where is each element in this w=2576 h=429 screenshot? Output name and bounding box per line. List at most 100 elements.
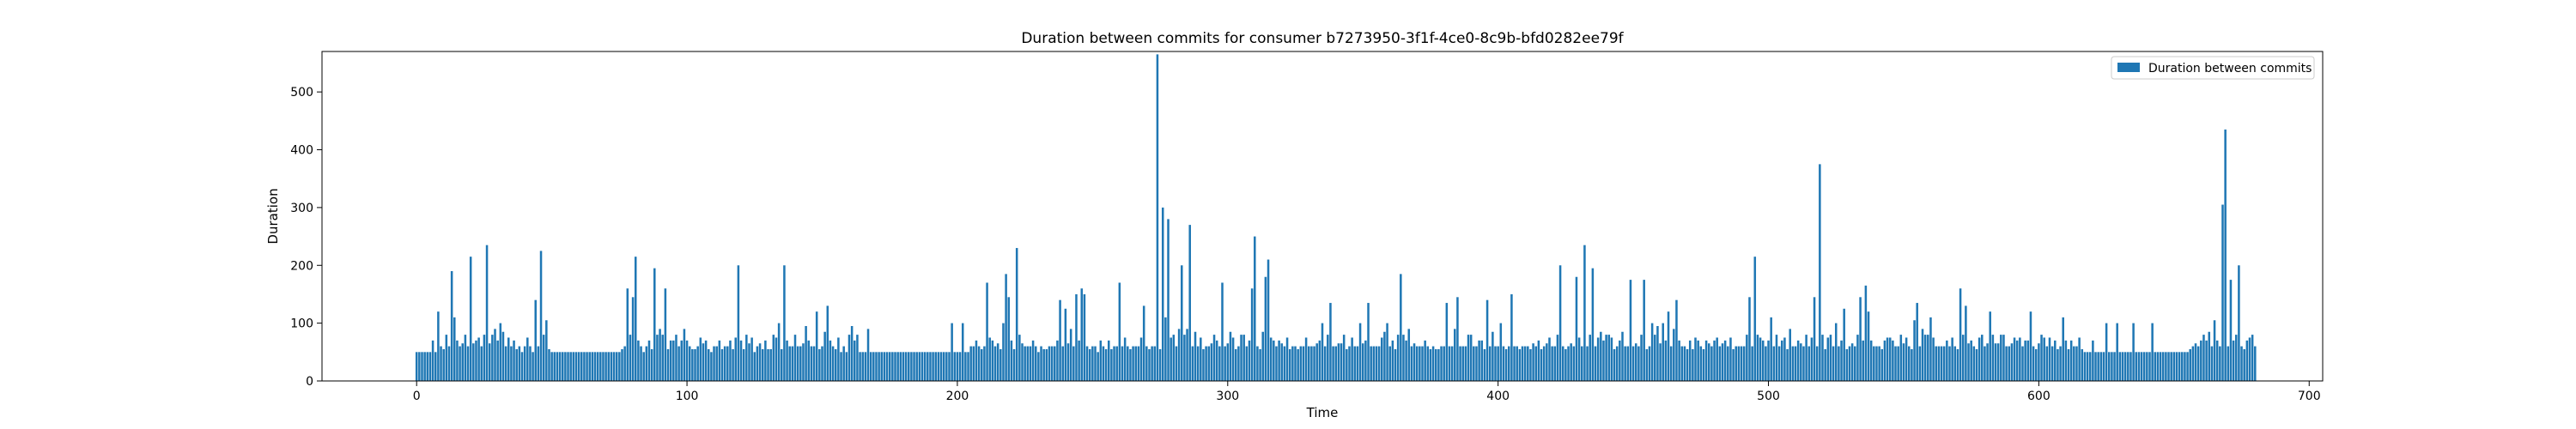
bar bbox=[1088, 348, 1091, 381]
bar bbox=[1485, 299, 1489, 381]
bar bbox=[2184, 352, 2186, 381]
bar bbox=[1483, 348, 1486, 381]
bar bbox=[596, 352, 599, 381]
bar bbox=[1388, 346, 1391, 381]
bar bbox=[1499, 323, 1503, 381]
bar bbox=[1200, 337, 1202, 381]
bar bbox=[523, 346, 526, 381]
bar bbox=[772, 335, 775, 381]
bar bbox=[1461, 346, 1464, 381]
bar bbox=[783, 265, 786, 381]
bar bbox=[453, 317, 456, 381]
bar bbox=[1972, 346, 1976, 381]
bar bbox=[2181, 352, 2184, 381]
bar bbox=[1886, 337, 1889, 381]
bar bbox=[1991, 335, 1995, 381]
bar bbox=[1702, 348, 1705, 381]
bar bbox=[1085, 346, 1089, 381]
bar bbox=[593, 352, 597, 381]
bar bbox=[421, 352, 423, 381]
bar bbox=[1259, 348, 1261, 381]
legend: Duration between commits bbox=[2111, 56, 2315, 80]
bar bbox=[637, 340, 640, 381]
bar bbox=[1450, 346, 1454, 381]
bar bbox=[2032, 346, 2035, 381]
bar bbox=[1473, 346, 1475, 381]
y-tick-label: 200 bbox=[290, 259, 313, 273]
bar bbox=[650, 348, 653, 381]
bar bbox=[1275, 346, 1278, 381]
bar bbox=[1488, 346, 1492, 381]
bar bbox=[1558, 265, 1562, 381]
bar bbox=[1675, 299, 1678, 381]
bar bbox=[1888, 337, 1892, 381]
bar bbox=[1875, 346, 1878, 381]
bar bbox=[450, 271, 453, 381]
bar bbox=[2127, 352, 2129, 381]
bar bbox=[2067, 348, 2070, 381]
bar bbox=[864, 352, 867, 381]
bar bbox=[1867, 311, 1870, 381]
bar bbox=[488, 343, 491, 381]
bar bbox=[988, 337, 991, 381]
bar bbox=[1050, 346, 1054, 381]
bar bbox=[2021, 346, 2024, 381]
bar bbox=[753, 352, 756, 381]
bar bbox=[1170, 337, 1172, 381]
bar bbox=[618, 352, 621, 381]
bar bbox=[1221, 282, 1224, 381]
bar bbox=[2094, 352, 2097, 381]
bar bbox=[634, 257, 637, 381]
bar bbox=[1892, 340, 1894, 381]
bar bbox=[466, 346, 470, 381]
bar bbox=[866, 329, 870, 381]
bar bbox=[2121, 352, 2124, 381]
bar bbox=[1037, 352, 1040, 381]
bar bbox=[2215, 340, 2219, 381]
bar bbox=[1167, 219, 1170, 381]
bar bbox=[818, 348, 821, 381]
bar bbox=[932, 352, 934, 381]
bar bbox=[1142, 305, 1145, 381]
bar bbox=[518, 346, 521, 381]
bar bbox=[1770, 317, 1772, 381]
bar bbox=[640, 346, 642, 381]
bar bbox=[615, 352, 618, 381]
bar bbox=[1337, 343, 1340, 381]
bar bbox=[1031, 340, 1035, 381]
bar bbox=[1921, 329, 1924, 381]
bar bbox=[1072, 346, 1075, 381]
bar bbox=[1602, 340, 1605, 381]
bar bbox=[1692, 348, 1694, 381]
bar bbox=[1854, 346, 1856, 381]
bar bbox=[577, 352, 580, 381]
bar bbox=[1434, 348, 1437, 381]
bar bbox=[661, 335, 664, 381]
bar bbox=[499, 323, 502, 381]
bar bbox=[1548, 337, 1551, 381]
bar bbox=[694, 348, 696, 381]
bar bbox=[1002, 323, 1005, 381]
bar bbox=[1202, 348, 1205, 381]
bar bbox=[715, 346, 718, 381]
bar bbox=[788, 346, 791, 381]
bar bbox=[972, 346, 975, 381]
bar bbox=[734, 337, 737, 381]
bar bbox=[2057, 348, 2059, 381]
bar bbox=[908, 352, 910, 381]
bar bbox=[2135, 352, 2137, 381]
bar bbox=[1118, 282, 1121, 381]
bar bbox=[539, 251, 543, 381]
bar bbox=[1586, 346, 1589, 381]
bar bbox=[1075, 293, 1078, 381]
bar bbox=[956, 352, 959, 381]
bar bbox=[1626, 346, 1630, 381]
bar bbox=[713, 346, 715, 381]
bar bbox=[1567, 346, 1570, 381]
x-tick-label: 100 bbox=[676, 390, 699, 403]
bar bbox=[1737, 346, 1741, 381]
bar bbox=[1789, 329, 1791, 381]
bar bbox=[2191, 346, 2195, 381]
bar bbox=[428, 352, 432, 381]
bar bbox=[2010, 343, 2014, 381]
